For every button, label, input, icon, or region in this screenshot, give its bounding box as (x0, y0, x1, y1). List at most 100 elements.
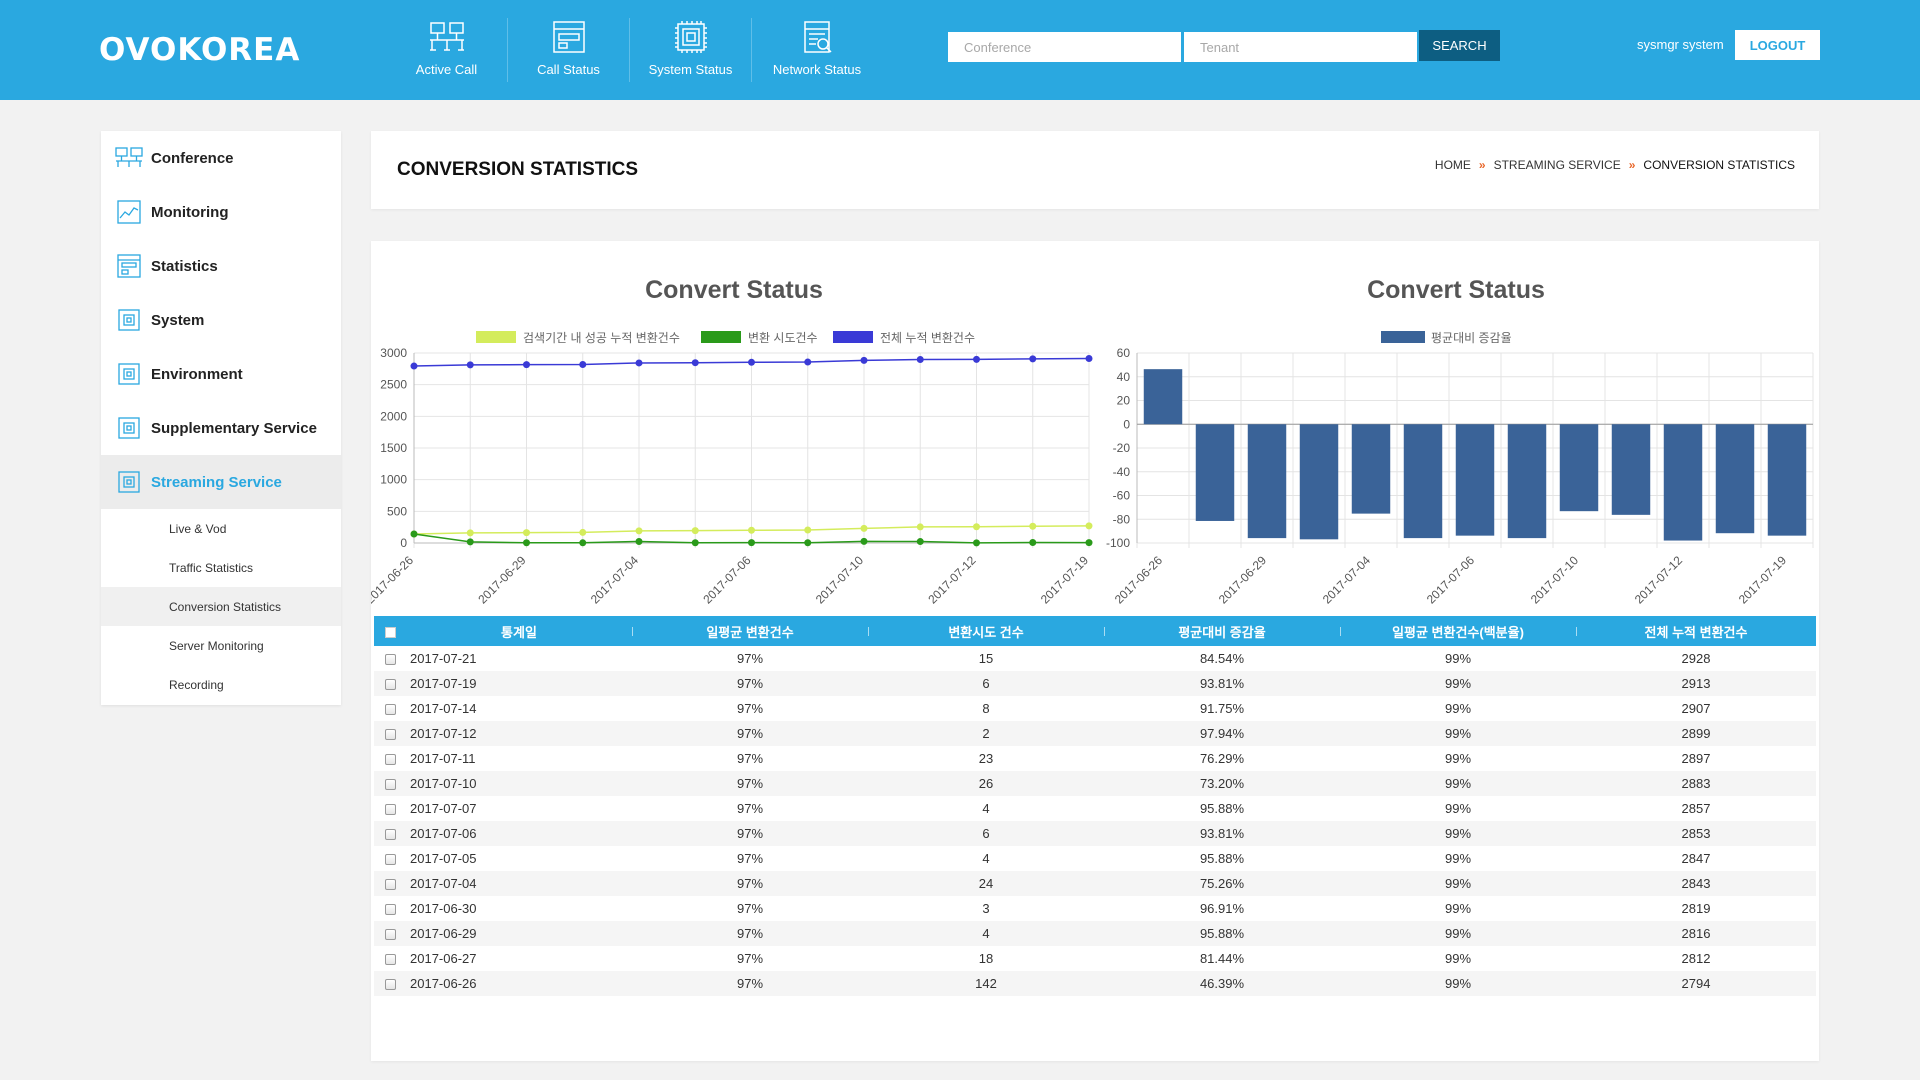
y-tick-label: -80 (1113, 512, 1131, 526)
column-header[interactable]: 변환시도 건수 (868, 616, 1104, 646)
nav-network-status[interactable]: Network Status (752, 18, 882, 82)
row-checkbox[interactable] (384, 979, 396, 991)
row-checkbox[interactable] (384, 879, 396, 891)
top-nav: Active Call Call Status System Status (386, 18, 882, 82)
table-row[interactable]: 2017-07-11 97% 23 76.29% 99% 2897 (374, 746, 1816, 771)
column-header[interactable]: 전체 누적 변환건수 (1576, 616, 1816, 646)
row-checkbox-cell[interactable] (374, 946, 406, 971)
table-row[interactable]: 2017-07-12 97% 2 97.94% 99% 2899 (374, 721, 1816, 746)
row-checkbox[interactable] (384, 804, 396, 816)
row-checkbox[interactable] (384, 654, 396, 666)
row-checkbox-cell[interactable] (374, 921, 406, 946)
y-tick-label: 20 (1117, 394, 1131, 408)
column-header[interactable]: 일평균 변환건수 (632, 616, 868, 646)
row-checkbox[interactable] (384, 954, 396, 966)
table-row[interactable]: 2017-07-10 97% 26 73.20% 99% 2883 (374, 771, 1816, 796)
table-row[interactable]: 2017-07-19 97% 6 93.81% 99% 2913 (374, 671, 1816, 696)
table-cell: 2017-06-26 (406, 971, 632, 996)
logout-button[interactable]: LOGOUT (1735, 30, 1820, 60)
breadcrumb-current: CONVERSION STATISTICS (1643, 158, 1795, 172)
data-point (635, 537, 643, 545)
table-cell: 4 (982, 801, 990, 816)
table-row[interactable]: 2017-07-04 97% 24 75.26% 99% 2843 (374, 871, 1816, 896)
table-cell: 2017-07-04 (406, 871, 632, 896)
nav-call-status[interactable]: Call Status (508, 18, 630, 82)
table-cell: 97% (736, 701, 764, 716)
sidebar-item-streaming-service[interactable]: Streaming Service (101, 455, 341, 509)
row-checkbox[interactable] (384, 729, 396, 741)
row-checkbox-cell[interactable] (374, 971, 406, 996)
row-checkbox[interactable] (384, 754, 396, 766)
row-checkbox-cell[interactable] (374, 671, 406, 696)
table-row[interactable]: 2017-07-21 97% 15 84.54% 99% 2928 (374, 646, 1816, 671)
table-cell: 6 (868, 671, 1104, 696)
table-row[interactable]: 2017-06-26 97% 142 46.39% 99% 2794 (374, 971, 1816, 996)
y-tick-label: 3000 (380, 346, 407, 360)
sidebar-subitem-traffic-statistics[interactable]: Traffic Statistics (169, 560, 254, 575)
sidebar: Conference Monitoring Statistics System … (101, 131, 341, 705)
table-cell: 95.88% (1199, 851, 1245, 866)
sidebar-item-environment[interactable]: Environment (101, 347, 341, 401)
table-cell: 99% (1340, 921, 1576, 946)
sidebar-item-monitoring[interactable]: Monitoring (101, 185, 341, 239)
row-checkbox[interactable] (384, 929, 396, 941)
tenant-input[interactable] (1184, 32, 1417, 62)
data-point (1085, 522, 1093, 530)
data-point (466, 361, 474, 369)
conference-input[interactable] (948, 32, 1181, 62)
column-header[interactable]: 통계일 (406, 616, 632, 646)
column-header[interactable]: 일평균 변환건수(백분율) (1340, 616, 1576, 646)
table-cell: 2897 (1681, 751, 1711, 766)
table-row[interactable]: 2017-06-27 97% 18 81.44% 99% 2812 (374, 946, 1816, 971)
row-checkbox[interactable] (384, 779, 396, 791)
table-cell: 93.81% (1104, 671, 1340, 696)
sidebar-item-conference[interactable]: Conference (101, 131, 341, 185)
row-checkbox[interactable] (384, 829, 396, 841)
row-checkbox-cell[interactable] (374, 696, 406, 721)
table-row[interactable]: 2017-06-29 97% 4 95.88% 99% 2816 (374, 921, 1816, 946)
row-checkbox[interactable] (384, 904, 396, 916)
row-checkbox-cell[interactable] (374, 871, 406, 896)
nav-system-status[interactable]: System Status (630, 18, 752, 82)
breadcrumb-streaming-service[interactable]: STREAMING SERVICE (1493, 158, 1621, 172)
table-cell: 2928 (1681, 651, 1711, 666)
row-checkbox[interactable] (384, 679, 396, 691)
row-checkbox-cell[interactable] (374, 821, 406, 846)
sidebar-item-supplementary-service[interactable]: Supplementary Service (101, 401, 341, 455)
row-checkbox-cell[interactable] (374, 896, 406, 921)
table-row[interactable]: 2017-07-06 97% 6 93.81% 99% 2853 (374, 821, 1816, 846)
row-checkbox-cell[interactable] (374, 746, 406, 771)
row-checkbox[interactable] (384, 854, 396, 866)
breadcrumb-home[interactable]: HOME (1434, 158, 1471, 172)
nav-active-call[interactable]: Active Call (386, 18, 508, 82)
row-checkbox-cell[interactable] (374, 646, 406, 671)
table-row[interactable]: 2017-07-07 97% 4 95.88% 99% 2857 (374, 796, 1816, 821)
sidebar-item-statistics[interactable]: Statistics (101, 239, 341, 293)
data-point (748, 539, 755, 547)
table-row[interactable]: 2017-07-05 97% 4 95.88% 99% 2847 (374, 846, 1816, 871)
chip-icon (118, 363, 140, 385)
nav-label: Call Status (537, 62, 600, 77)
chip-icon (674, 21, 707, 53)
y-tick-label: 500 (387, 504, 407, 518)
table-row[interactable]: 2017-06-30 97% 3 96.91% 99% 2819 (374, 896, 1816, 921)
table-cell: 91.75% (1199, 701, 1245, 716)
header-select-all[interactable] (374, 616, 406, 646)
table-row[interactable]: 2017-07-14 97% 8 91.75% 99% 2907 (374, 696, 1816, 721)
row-checkbox-cell[interactable] (374, 796, 406, 821)
sidebar-subitem-live-vod[interactable]: Live & Vod (169, 521, 227, 536)
select-all-checkbox[interactable] (384, 626, 396, 638)
y-tick-label: -40 (1113, 465, 1131, 479)
sidebar-subitem-conversion-statistics[interactable]: Conversion Statistics (101, 587, 341, 626)
column-header[interactable]: 평균대비 증감율 (1104, 616, 1340, 646)
row-checkbox-cell[interactable] (374, 846, 406, 871)
sidebar-subitem-server-monitoring[interactable]: Server Monitoring (169, 638, 264, 653)
bar (1351, 424, 1391, 514)
sidebar-subitem-recording[interactable]: Recording (169, 677, 224, 692)
row-checkbox-cell[interactable] (374, 771, 406, 796)
sidebar-item-system[interactable]: System (101, 293, 341, 347)
search-button[interactable]: SEARCH (1419, 30, 1500, 61)
row-checkbox[interactable] (384, 704, 396, 716)
row-checkbox-cell[interactable] (374, 721, 406, 746)
table-cell: 99% (1444, 751, 1472, 766)
